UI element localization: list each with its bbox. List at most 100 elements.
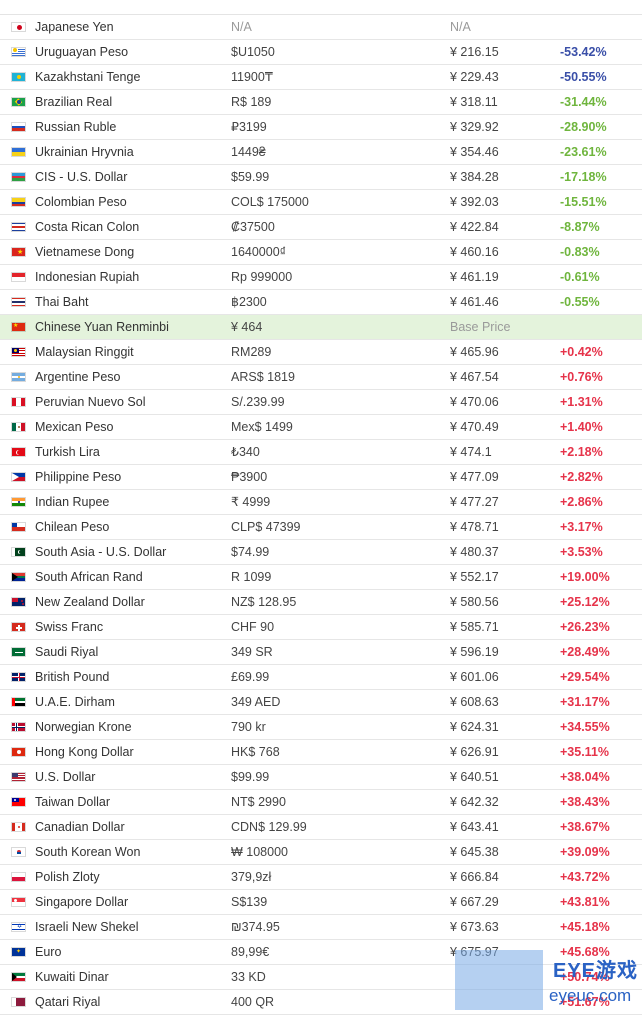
table-row: Singapore Dollar S$139 ¥ 667.29 +43.81%	[0, 890, 642, 915]
price-difference: +43.81%	[560, 895, 610, 909]
table-row: ✡ Israeli New Shekel ₪374.95 ¥ 673.63 +45.18…	[0, 915, 642, 940]
table-row: Mexican Peso Mex$ 1499 ¥ 470.49 +1.40%	[0, 415, 642, 440]
local-price: HK$ 768	[231, 745, 280, 759]
price-in-cny: ¥ 329.92	[450, 120, 499, 134]
price-difference: +1.40%	[560, 420, 603, 434]
local-price: ₹ 4999	[231, 495, 271, 509]
table-row: Swiss Franc CHF 90 ¥ 585.71 +26.23%	[0, 615, 642, 640]
table-row: U.A.E. Dirham 349 AED ¥ 608.63 +31.17%	[0, 690, 642, 715]
local-price: £69.99	[231, 670, 270, 684]
local-price: 379,9zł	[231, 870, 272, 884]
local-price: ₽3199	[231, 120, 267, 134]
price-difference: +31.17%	[560, 695, 610, 709]
currency-name: Argentine Peso	[35, 370, 121, 384]
pl-flag-icon	[11, 872, 26, 882]
price-in-cny: ¥ 384.28	[450, 170, 499, 184]
local-price: 349 AED	[231, 695, 281, 709]
price-difference: -28.90%	[560, 120, 607, 134]
price-in-cny: ¥ 552.17	[450, 570, 499, 584]
local-price: Mex$ 1499	[231, 420, 293, 434]
price-in-cny: ¥ 392.03	[450, 195, 499, 209]
local-price: Rp 999000	[231, 270, 293, 284]
table-row: Malaysian Ringgit RM289 ¥ 465.96 +0.42%	[0, 340, 642, 365]
currency-name: South Korean Won	[35, 845, 141, 859]
nz-flag-icon	[11, 597, 26, 607]
table-row: Kazakhstani Tenge 11900₸ ¥ 229.43 -50.55%	[0, 65, 642, 90]
local-price: ₡37500	[231, 220, 275, 234]
local-price: 790 kr	[231, 720, 266, 734]
price-difference: -0.61%	[560, 270, 600, 284]
local-price: 89,99€	[231, 945, 270, 959]
table-row: South Asia - U.S. Dollar $74.99 ¥ 480.37 +3…	[0, 540, 642, 565]
table-row: Costa Rican Colon ₡37500 ¥ 422.84 -8.87%	[0, 215, 642, 240]
price-difference: -23.61%	[560, 145, 607, 159]
currency-name: British Pound	[35, 670, 110, 684]
my-flag-icon	[11, 347, 26, 357]
table-row: Canadian Dollar CDN$ 129.99 ¥ 643.41 +38.67…	[0, 815, 642, 840]
price-in-cny: ¥ 480.37	[450, 545, 499, 559]
currency-name: South African Rand	[35, 570, 143, 584]
price-difference: -53.42%	[560, 45, 607, 59]
price-in-cny: ¥ 667.29	[450, 895, 499, 909]
table-row: Saudi Riyal 349 SR ¥ 596.19 +28.49%	[0, 640, 642, 665]
pe-flag-icon	[11, 397, 26, 407]
currency-name: Thai Baht	[35, 295, 89, 309]
price-in-cny: ¥ 596.19	[450, 645, 499, 659]
local-price: CDN$ 129.99	[231, 820, 307, 834]
price-in-cny: Base Price	[450, 320, 511, 334]
price-in-cny: ¥ 474.1	[450, 445, 492, 459]
ua-flag-icon	[11, 147, 26, 157]
currency-name: Indonesian Rupiah	[35, 270, 140, 284]
price-difference: +2.86%	[560, 495, 603, 509]
price-difference: +0.42%	[560, 345, 603, 359]
in-flag-icon	[11, 497, 26, 507]
price-difference: +51.67%	[560, 995, 610, 1009]
price-in-cny: ¥ 580.56	[450, 595, 499, 609]
currency-name: Mexican Peso	[35, 420, 114, 434]
local-price: 11900₸	[231, 70, 273, 84]
price-in-cny: ¥ 477.09	[450, 470, 499, 484]
watermark-title: EYE游戏	[553, 960, 639, 982]
mx-flag-icon	[11, 422, 26, 432]
price-in-cny: ¥ 666.84	[450, 870, 499, 884]
price-difference: +0.76%	[560, 370, 603, 384]
price-difference: +1.31%	[560, 395, 603, 409]
table-row: Norwegian Krone 790 kr ¥ 624.31 +34.55%	[0, 715, 642, 740]
currency-name: Euro	[35, 945, 62, 959]
table-row: U.S. Dollar $99.99 ¥ 640.51 +38.04%	[0, 765, 642, 790]
price-in-cny: ¥ 643.41	[450, 820, 499, 834]
price-difference: +34.55%	[560, 720, 610, 734]
table-row: Chilean Peso CLP$ 47399 ¥ 478.71 +3.17%	[0, 515, 642, 540]
table-row: Indian Rupee ₹ 4999 ¥ 477.27 +2.86%	[0, 490, 642, 515]
ca-flag-icon	[11, 822, 26, 832]
table-row: Argentine Peso ARS$ 1819 ¥ 467.54 +0.76%	[0, 365, 642, 390]
table-row: Taiwan Dollar NT$ 2990 ¥ 642.32 +38.43%	[0, 790, 642, 815]
local-price: $74.99	[231, 545, 270, 559]
currency-name: Uruguayan Peso	[35, 45, 129, 59]
currency-name: Swiss Franc	[35, 620, 104, 634]
price-in-cny: ¥ 585.71	[450, 620, 499, 634]
currency-name: Chinese Yuan Renminbi	[35, 320, 169, 334]
currency-name: Israeli New Shekel	[35, 920, 139, 934]
price-difference: +35.11%	[560, 745, 610, 759]
price-difference: +26.23%	[560, 620, 610, 634]
currency-name: Russian Ruble	[35, 120, 117, 134]
price-in-cny: ¥ 461.19	[450, 270, 499, 284]
price-in-cny: ¥ 422.84	[450, 220, 499, 234]
price-in-cny: ¥ 601.06	[450, 670, 499, 684]
ch-flag-icon	[11, 622, 26, 632]
az-flag-icon	[11, 172, 26, 182]
currency-name: Canadian Dollar	[35, 820, 125, 834]
local-price: ARS$ 1819	[231, 370, 295, 384]
price-in-cny: ¥ 470.06	[450, 395, 499, 409]
price-in-cny: ¥ 642.32	[450, 795, 499, 809]
local-price: NZ$ 128.95	[231, 595, 297, 609]
currency-name: Singapore Dollar	[35, 895, 129, 909]
kw-flag-icon	[11, 972, 26, 982]
price-difference: +19.00%	[560, 570, 610, 584]
price-difference: +28.49%	[560, 645, 610, 659]
local-price: CLP$ 47399	[231, 520, 301, 534]
price-difference: +38.04%	[560, 770, 610, 784]
local-price: 1449₴	[231, 145, 266, 159]
currency-name: Kazakhstani Tenge	[35, 70, 141, 84]
